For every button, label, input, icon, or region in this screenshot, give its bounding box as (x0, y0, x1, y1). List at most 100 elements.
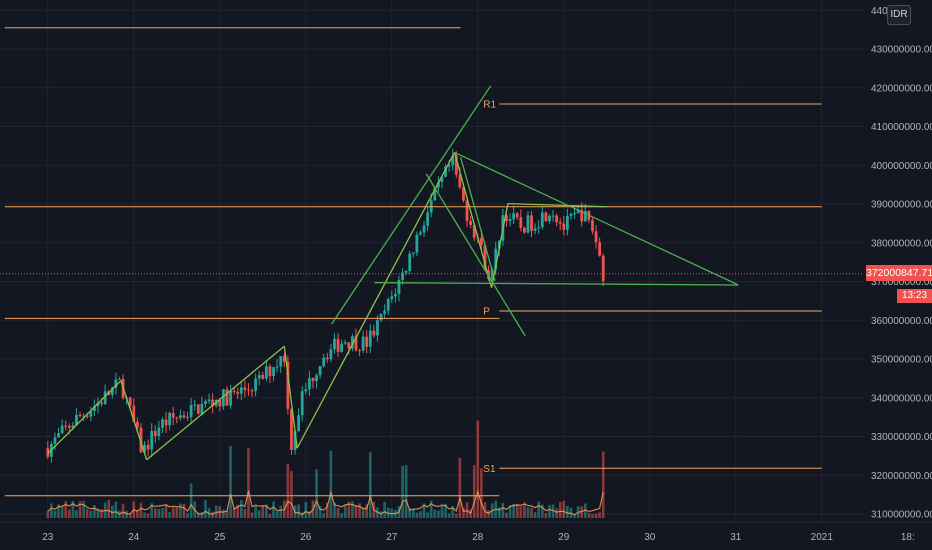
volume-bar (530, 507, 533, 518)
volume-bar (50, 503, 53, 518)
candle-body (415, 234, 419, 253)
x-tick-label: 25 (214, 532, 226, 543)
volume-bar (254, 506, 257, 518)
candle-body (193, 404, 197, 406)
volume-bar (526, 507, 530, 518)
candle-body (548, 215, 551, 222)
candle-body (343, 342, 347, 344)
volume-bar (85, 508, 89, 518)
y-tick-label: 390000000.00 (871, 200, 932, 211)
bar-countdown-badge: 13:23 (897, 289, 932, 303)
candle-body (275, 366, 279, 368)
candle-body (383, 310, 387, 314)
y-tick-label: 340000000.00 (871, 393, 932, 404)
volume-bar (354, 505, 358, 518)
trendline (454, 151, 739, 286)
candle-body (264, 366, 268, 379)
volume-bar (171, 507, 175, 518)
trendline (490, 203, 509, 288)
currency-button[interactable]: IDR (887, 5, 911, 25)
volume-bar (347, 501, 351, 518)
volume-bar (458, 457, 462, 518)
candle-body (196, 404, 200, 414)
volume-bar (189, 483, 193, 518)
volume-bar (462, 507, 465, 518)
volume-bar (143, 512, 146, 518)
candle-body (419, 232, 422, 235)
y-tick-label: 4400 (871, 6, 894, 17)
x-tick-label: 2021 (811, 532, 834, 543)
candle-body (322, 357, 326, 367)
candle-body (469, 220, 473, 226)
candle-body (171, 413, 175, 418)
current-price-badge: 372000847.71 (866, 265, 932, 281)
volume-bar (68, 509, 71, 518)
volume-bar (412, 508, 415, 518)
candle-body (297, 415, 301, 432)
candle-body (540, 212, 544, 228)
volume-bar (515, 504, 519, 518)
volume-bar (544, 513, 548, 518)
volume-bar (146, 513, 150, 518)
volume-bar (96, 508, 100, 518)
candle-body (555, 215, 559, 223)
candle-body (533, 228, 537, 231)
volume-bar (247, 448, 250, 518)
volume-bar (537, 501, 541, 518)
candle-body (254, 378, 258, 391)
volume-bar (336, 507, 340, 518)
volume-bar (533, 512, 537, 518)
candle-body (143, 444, 146, 453)
trendlines[interactable] (47, 85, 739, 461)
pivot-levels[interactable]: R1 P S1 (4, 27, 822, 497)
candle-body (175, 417, 179, 419)
volume-bar (179, 503, 182, 518)
trendline (47, 380, 122, 455)
volume-bar (472, 465, 476, 518)
candle-body (422, 225, 426, 233)
volume-bar (75, 510, 78, 518)
volume-bar (182, 503, 186, 518)
candle-body (562, 223, 566, 230)
volume-bar (297, 504, 300, 518)
candle-body (318, 366, 322, 376)
candle-body (580, 209, 584, 222)
candle-body (178, 415, 182, 419)
y-tick-label: 420000000.00 (871, 83, 932, 94)
candle-body (386, 299, 390, 311)
candle-body (368, 330, 372, 347)
volume-bar (555, 508, 558, 518)
candle-body (365, 336, 369, 347)
candle-body (530, 215, 533, 231)
volume-bar (211, 511, 214, 518)
candle-body (505, 215, 508, 222)
time-axis[interactable]: 23 24 25 26 27 28 29 30 31 2021 18: (0, 521, 932, 543)
volume-bar (422, 503, 426, 518)
candle-body (390, 296, 394, 300)
volume-bar (587, 512, 591, 518)
candle-body (236, 391, 240, 394)
volume-bar (236, 504, 240, 518)
level-label-s1: S1 (483, 464, 496, 475)
candle-body (447, 165, 451, 167)
candle-body (325, 357, 329, 360)
volume-bar (243, 508, 247, 518)
candle-body (372, 330, 376, 336)
candle-body (182, 415, 186, 418)
volume-bars (46, 420, 605, 518)
volume-bar (64, 501, 68, 518)
volume-bar (186, 512, 189, 518)
volume-bar (268, 513, 272, 518)
volume-bar (562, 500, 566, 518)
y-tick-label: 310000000.00 (871, 510, 932, 521)
candle-body (207, 399, 211, 402)
volume-bar (154, 508, 157, 518)
candle-body (526, 215, 530, 233)
volume-bar (318, 506, 322, 518)
candle-body (261, 374, 265, 379)
candle-body (483, 244, 487, 271)
volume-bar (437, 510, 440, 518)
volume-bar (508, 505, 512, 518)
candle-body (376, 320, 379, 336)
